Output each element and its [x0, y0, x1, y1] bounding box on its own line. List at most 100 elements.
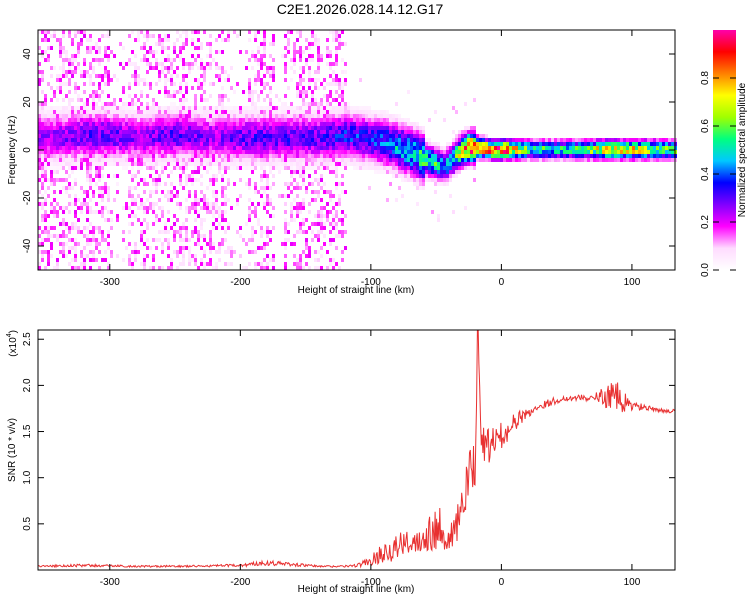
spectrogram-cell — [221, 38, 224, 42]
spectrogram-cell — [38, 70, 41, 74]
spectrogram-cell — [170, 122, 173, 126]
spectrogram-cell — [182, 134, 185, 138]
spectrogram-cell — [149, 86, 152, 90]
spectrogram-cell — [188, 70, 191, 74]
spectrogram-cell — [200, 234, 203, 238]
spectrogram-cell — [233, 138, 236, 142]
spectrogram-cell — [395, 166, 398, 170]
spectrogram-cell — [464, 162, 467, 166]
spectrogram-cell — [287, 30, 290, 34]
spectrogram-cell — [104, 82, 107, 86]
spectrogram-cell — [383, 142, 386, 146]
spectrogram-cell — [533, 158, 536, 162]
spectrogram-cell — [266, 150, 269, 154]
spectrogram-cell — [80, 118, 83, 122]
spectrogram-cell — [449, 178, 452, 182]
spectrogram-cell — [227, 198, 230, 202]
spectrogram-cell — [230, 142, 233, 146]
spectrogram-cell — [632, 138, 635, 142]
spectrogram-cell — [203, 62, 206, 66]
spectrogram-cell — [323, 130, 326, 134]
spectrogram-cell — [290, 158, 293, 162]
spectrogram-cell — [161, 250, 164, 254]
spectrogram-cell — [218, 210, 221, 214]
spectrogram-cell — [566, 138, 569, 142]
spectrogram-cell — [440, 182, 443, 186]
spectrogram-cell — [293, 154, 296, 158]
spectrogram-cell — [299, 138, 302, 142]
spectrogram-cell — [284, 70, 287, 74]
spectrogram-cell — [53, 142, 56, 146]
spectrogram-cell — [236, 142, 239, 146]
spectrogram-cell — [335, 170, 338, 174]
spectrogram-cell — [83, 142, 86, 146]
spectrogram-cell — [272, 206, 275, 210]
spectrogram-cell — [224, 118, 227, 122]
spectrogram-cell — [134, 254, 137, 258]
spectrogram-cell — [137, 122, 140, 126]
spectrogram-cell — [308, 254, 311, 258]
spectrogram-cell — [110, 118, 113, 122]
spectrogram-cell — [152, 254, 155, 258]
spectrogram-cell — [38, 162, 41, 166]
spectrogram-cell — [575, 138, 578, 142]
spectrogram-cell — [443, 178, 446, 182]
spectrogram-cell — [581, 154, 584, 158]
spectrogram-cell — [197, 242, 200, 246]
spectrogram-cell — [299, 202, 302, 206]
spectrogram-cell — [41, 218, 44, 222]
spectrogram-cell — [422, 154, 425, 158]
spectrogram-cell — [134, 118, 137, 122]
spectrogram-cell — [329, 130, 332, 134]
spectrogram-cell — [47, 54, 50, 58]
spectrogram-cell — [128, 190, 131, 194]
spectrogram-cell — [239, 226, 242, 230]
spectrogram-cell — [44, 122, 47, 126]
spectrogram-cell — [353, 126, 356, 130]
spectrogram-cell — [518, 158, 521, 162]
spectrogram-cell — [194, 102, 197, 106]
spectrogram-cell — [143, 42, 146, 46]
spectrogram-cell — [581, 158, 584, 162]
spectrogram-cell — [257, 246, 260, 250]
spectrogram-cell — [89, 66, 92, 70]
spectrogram-cell — [83, 34, 86, 38]
spectrogram-cell — [323, 150, 326, 154]
spectrogram-cell — [146, 166, 149, 170]
spectrogram-cell — [326, 126, 329, 130]
spectrogram-cell — [266, 118, 269, 122]
spectrogram-cell — [47, 162, 50, 166]
spectrogram-cell — [122, 142, 125, 146]
spectrogram-cell — [161, 138, 164, 142]
spectrogram-cell — [560, 150, 563, 154]
spectrogram-cell — [251, 202, 254, 206]
spectrogram-cell — [305, 262, 308, 266]
spectrogram-cell — [137, 130, 140, 134]
spectrogram-cell — [80, 202, 83, 206]
snr-y-tick-label: 2.0 — [22, 378, 33, 392]
spectrogram-cell — [257, 70, 260, 74]
spectrogram-cell — [194, 62, 197, 66]
spectrogram-cell — [179, 234, 182, 238]
spectrogram-cell — [188, 162, 191, 166]
spectrogram-cell — [80, 98, 83, 102]
spectrogram-cell — [110, 102, 113, 106]
spectrogram-cell — [182, 222, 185, 226]
spectrogram-cell — [89, 34, 92, 38]
spectrogram-cell — [293, 262, 296, 266]
spectrogram-cell — [314, 142, 317, 146]
spectrogram-cell — [125, 206, 128, 210]
spectrogram-cell — [428, 162, 431, 166]
spectrogram-cell — [158, 146, 161, 150]
spectrogram-cell — [50, 150, 53, 154]
spectrogram-cell — [107, 58, 110, 62]
spectrogram-cell — [257, 118, 260, 122]
spectrogram-cell — [146, 106, 149, 110]
spectrogram-cell — [197, 158, 200, 162]
spectrogram-cell — [62, 206, 65, 210]
spectrogram-cell — [557, 142, 560, 146]
spectrogram-cell — [515, 138, 518, 142]
spectrogram-cell — [320, 214, 323, 218]
snr-y-tick-label: 0.5 — [22, 516, 33, 530]
spectrogram-cell — [95, 226, 98, 230]
